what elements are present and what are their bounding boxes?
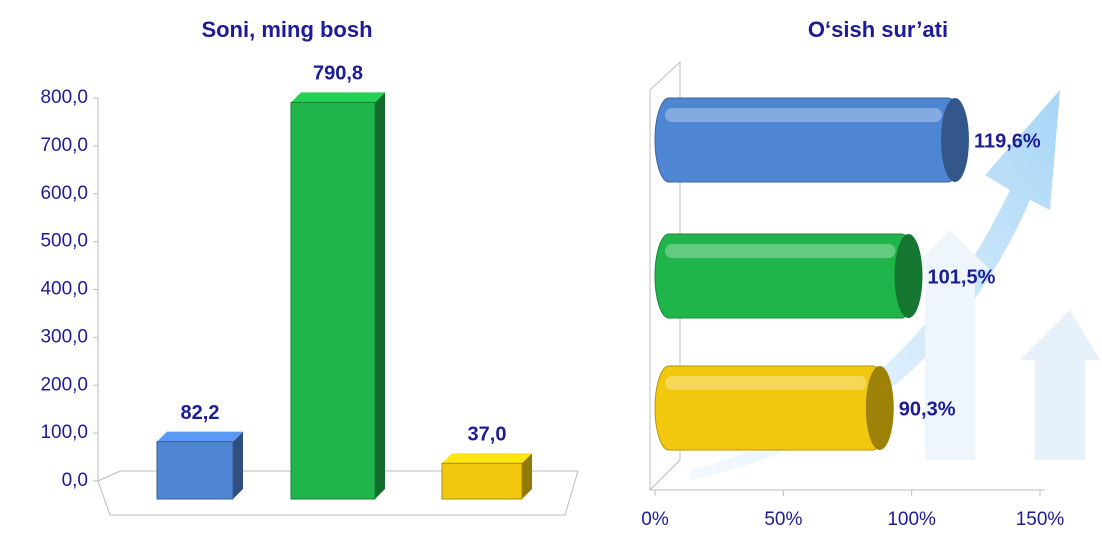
decor-arrow	[910, 230, 990, 460]
value-label: 37,0	[468, 424, 507, 446]
x-tick-label: 150%	[1016, 509, 1065, 530]
bar-side	[375, 92, 385, 499]
bar-side	[522, 453, 532, 499]
x-tick-label: 0%	[641, 509, 669, 530]
background-decoration	[690, 90, 1100, 480]
back-wall	[649, 60, 681, 492]
value-label: 101,5%	[928, 266, 996, 288]
y-tick-label: 500,0	[40, 231, 88, 252]
bar-end	[940, 98, 969, 182]
bar-top	[157, 431, 243, 442]
bar-end	[894, 234, 923, 318]
value-label: 90,3%	[899, 398, 956, 420]
value-label: 119,6%	[974, 130, 1041, 152]
decor-arrow	[1020, 310, 1100, 460]
value-label: 790,8	[313, 63, 363, 85]
chart-title: Soni, ming bosh	[201, 17, 372, 42]
y-tick-label: 100,0	[40, 422, 88, 443]
x-tick-label: 50%	[764, 509, 802, 530]
bar-side	[233, 431, 243, 499]
bar	[441, 462, 523, 500]
bar-top	[291, 92, 385, 103]
bar-highlight	[665, 244, 896, 258]
bar-highlight	[665, 108, 942, 122]
bar	[156, 441, 234, 500]
y-tick-label: 600,0	[40, 183, 88, 204]
y-tick-label: 300,0	[40, 326, 88, 347]
bar-highlight	[665, 376, 867, 390]
y-tick-label: 700,0	[40, 135, 88, 156]
bar	[290, 101, 376, 500]
y-tick-label: 400,0	[40, 279, 88, 300]
x-tick-label: 100%	[887, 509, 936, 530]
y-tick-label: 200,0	[40, 374, 88, 395]
y-tick-label: 0,0	[62, 470, 88, 491]
y-tick-label: 800,0	[40, 87, 88, 108]
chart-title: O‘sish sur’ati	[808, 17, 948, 42]
value-label: 82,2	[181, 402, 220, 424]
bar-end	[865, 366, 894, 450]
bar-top	[442, 453, 532, 464]
